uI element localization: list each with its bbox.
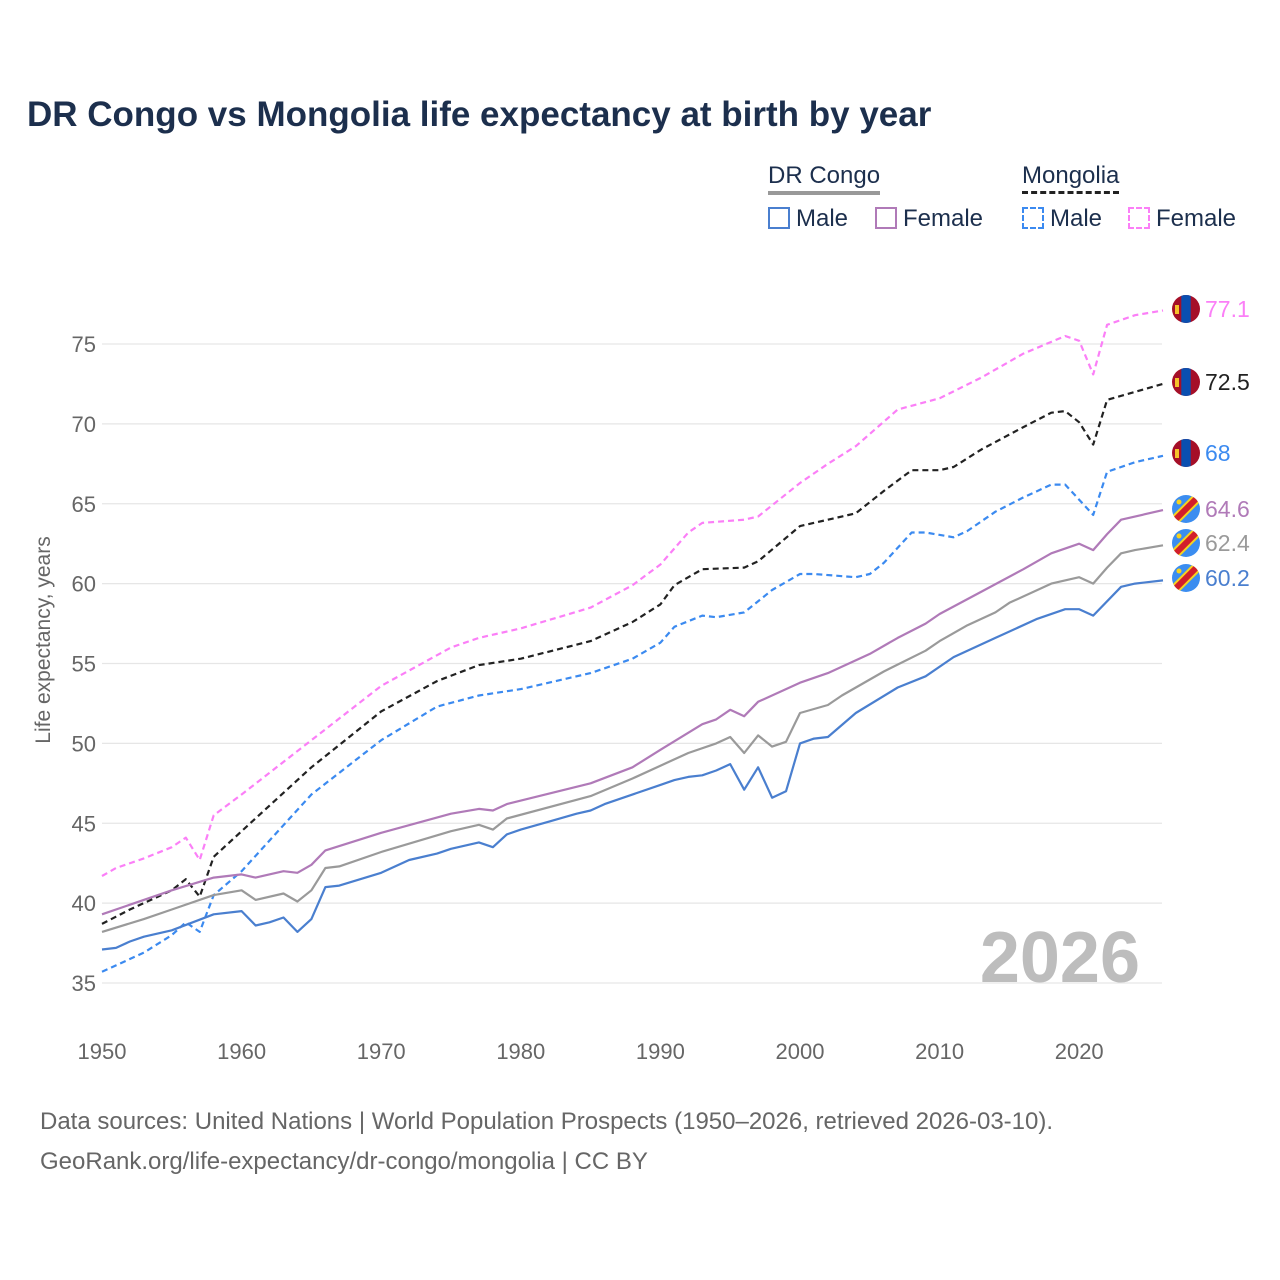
y-tick-label: 75 (72, 332, 96, 357)
end-value-label: 64.6 (1205, 496, 1250, 522)
legend-swatch (1128, 207, 1150, 229)
legend-item-drc-male[interactable]: Male (768, 205, 848, 233)
x-tick-label: 1980 (496, 1039, 545, 1064)
legend-label: Female (903, 205, 984, 232)
y-tick-label: 65 (72, 492, 96, 517)
series-line-dr-congo[interactable] (101, 544, 1164, 933)
y-tick-label: 35 (72, 971, 96, 996)
legend-group-mongolia: Mongolia (1022, 162, 1120, 194)
legend-item-mongolia-female[interactable]: Female (1128, 205, 1236, 233)
end-value-label: 72.5 (1205, 369, 1250, 395)
series-line-dr-congo-male[interactable] (101, 579, 1164, 951)
y-tick-label: 70 (72, 412, 96, 437)
legend-label: Male (1050, 205, 1103, 232)
series-line-mongolia-male[interactable] (101, 454, 1164, 973)
mongolia-flag-icon (1172, 295, 1200, 323)
legend-group-title: DR Congo (768, 162, 881, 195)
x-tick-label: 1990 (636, 1039, 685, 1064)
legend-swatch (768, 207, 790, 229)
footer-sources: Data sources: United Nations | World Pop… (40, 1108, 1054, 1135)
end-value-label: 62.4 (1205, 530, 1250, 556)
y-tick-label: 55 (72, 652, 96, 677)
drc-flag-icon (1172, 495, 1200, 523)
y-tick-label: 40 (72, 891, 96, 916)
series-line-mongolia[interactable] (101, 382, 1164, 925)
mongolia-flag-icon (1172, 368, 1200, 396)
legend-group-dr-congo: DR Congo (768, 162, 881, 195)
y-tick-label: 50 (72, 731, 96, 756)
series-line-mongolia-female[interactable] (101, 309, 1164, 877)
legend-swatch (1022, 207, 1044, 229)
x-tick-label: 2010 (915, 1039, 964, 1064)
drc-flag-icon (1172, 564, 1200, 592)
x-tick-label: 1970 (357, 1039, 406, 1064)
legend-group-title: Mongolia (1022, 162, 1120, 194)
legend-item-mongolia-male[interactable]: Male (1022, 205, 1102, 233)
mongolia-flag-icon (1172, 439, 1200, 467)
legend-swatch (875, 207, 897, 229)
y-tick-label: 60 (72, 572, 96, 597)
footer-link[interactable]: GeoRank.org/life-expectancy/dr-congo/mon… (40, 1148, 648, 1175)
legend-label: Male (796, 205, 849, 232)
series-line-dr-congo-female[interactable] (101, 509, 1164, 916)
chart-title: DR Congo vs Mongolia life expectancy at … (27, 95, 932, 134)
x-tick-label: 1950 (78, 1039, 127, 1064)
end-value-label: 68 (1205, 440, 1231, 466)
end-value-label: 60.2 (1205, 565, 1250, 591)
drc-flag-icon (1172, 529, 1200, 557)
year-watermark: 2026 (980, 918, 1140, 998)
end-value-label: 77.1 (1205, 296, 1250, 322)
x-tick-label: 2020 (1055, 1039, 1104, 1064)
x-tick-label: 2000 (776, 1039, 825, 1064)
legend-item-drc-female[interactable]: Female (875, 205, 983, 233)
x-tick-label: 1960 (217, 1039, 266, 1064)
y-axis-label: Life expectancy, years (32, 536, 55, 743)
legend-label: Female (1156, 205, 1237, 232)
y-tick-label: 45 (72, 811, 96, 836)
